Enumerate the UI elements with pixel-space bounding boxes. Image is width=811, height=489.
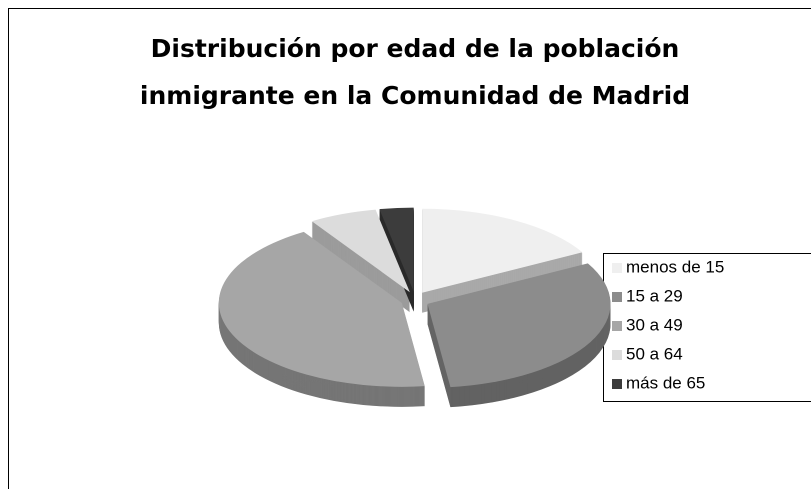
- slice: [422, 208, 583, 293]
- legend-label: 30 a 49: [626, 315, 683, 334]
- legend-swatch: [612, 292, 622, 302]
- chart-frame: [8, 8, 811, 489]
- slice: [311, 209, 410, 293]
- pie: [218, 207, 611, 408]
- legend-label: más de 65: [626, 373, 705, 392]
- slice: [218, 231, 425, 387]
- legend-swatch: [612, 379, 622, 389]
- legend-swatch: [612, 350, 622, 360]
- legend-box: [603, 253, 811, 402]
- slice: [379, 207, 414, 292]
- legend-label: 15 a 29: [626, 286, 683, 305]
- slice: [427, 263, 611, 388]
- legend-swatch: [612, 321, 622, 331]
- chart-title: Distribución por edad de la población inm…: [140, 34, 690, 110]
- legend-label: 50 a 64: [626, 344, 683, 363]
- legend-label: menos de 15: [626, 257, 724, 276]
- legend-swatch: [612, 263, 622, 273]
